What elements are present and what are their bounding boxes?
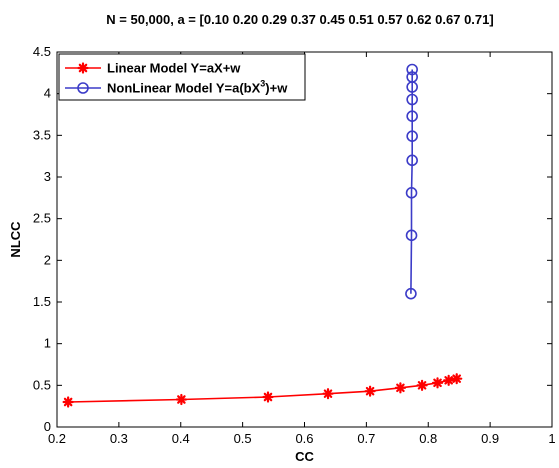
x-tick-label: 0.4 bbox=[172, 431, 190, 446]
asterisk-marker bbox=[322, 388, 334, 400]
circle-marker bbox=[405, 229, 418, 242]
legend-marker-asterisk bbox=[77, 62, 89, 74]
circle-marker bbox=[406, 63, 418, 76]
x-tick-label: 0.8 bbox=[419, 431, 437, 446]
asterisk-marker bbox=[394, 382, 407, 394]
series-nonlinear bbox=[405, 63, 418, 300]
asterisk-stroke bbox=[78, 63, 88, 73]
legend-label-nonlinear: NonLinear Model Y=a(bX3)+w bbox=[107, 79, 288, 96]
y-tick-label: 3.5 bbox=[33, 127, 51, 142]
circle-marker bbox=[406, 71, 418, 83]
asterisk-marker bbox=[62, 396, 74, 408]
asterisk-marker bbox=[416, 379, 428, 391]
legend-marker-circle bbox=[77, 82, 89, 94]
series-linear bbox=[62, 373, 463, 408]
x-tick-label: 0.9 bbox=[481, 431, 499, 446]
asterisk-stroke bbox=[177, 395, 186, 404]
legend-box bbox=[58, 53, 306, 101]
asterisk-stroke bbox=[263, 392, 273, 402]
circle-marker bbox=[77, 82, 89, 94]
legend-label-nonlinear-superscript: 3 bbox=[260, 79, 265, 89]
y-tick-label: 1.5 bbox=[33, 294, 51, 309]
circle-marker bbox=[406, 93, 418, 106]
x-tick-label: 0.7 bbox=[357, 431, 375, 446]
x-tick-label: 0.5 bbox=[234, 431, 252, 446]
y-tick-label: 2 bbox=[44, 252, 51, 267]
asterisk-stroke bbox=[452, 374, 461, 383]
circle-marker bbox=[406, 154, 418, 167]
asterisk-marker bbox=[431, 377, 444, 389]
x-tick-label: 1 bbox=[548, 431, 555, 446]
y-tick-label: 4 bbox=[44, 86, 51, 101]
legend-label-nonlinear-suffix: )+w bbox=[265, 81, 288, 96]
legend-entry-linear: Linear Model Y=aX+w bbox=[65, 61, 241, 76]
x-tick-label: 0.6 bbox=[295, 431, 313, 446]
circle-marker bbox=[405, 187, 418, 199]
y-tick-label: 3 bbox=[44, 169, 51, 184]
y-tick-label: 0 bbox=[44, 419, 51, 434]
asterisk-stroke bbox=[365, 386, 375, 396]
asterisk-stroke bbox=[444, 376, 453, 385]
x-tick-label: 0.3 bbox=[110, 431, 128, 446]
asterisk-marker bbox=[443, 374, 455, 386]
asterisk-stroke bbox=[323, 389, 333, 398]
asterisk-marker bbox=[77, 62, 89, 74]
circle-marker bbox=[406, 110, 418, 122]
series-layer bbox=[62, 63, 463, 408]
plot-area bbox=[56, 51, 553, 428]
chart-title: N = 50,000, a = [0.10 0.20 0.29 0.37 0.4… bbox=[106, 12, 493, 27]
y-tick-label: 2.5 bbox=[33, 211, 51, 226]
series-line bbox=[68, 377, 457, 403]
asterisk-marker bbox=[175, 393, 187, 406]
y-axis-ticks: 0 0.5 1 1.5 2 2.5 3 3.5 4 4.5 bbox=[33, 44, 552, 434]
asterisk-marker bbox=[364, 385, 376, 397]
asterisk-marker bbox=[262, 391, 274, 403]
y-tick-label: 4.5 bbox=[33, 44, 51, 59]
circle-marker bbox=[405, 287, 417, 300]
y-tick-label: 0.5 bbox=[33, 377, 51, 392]
asterisk-stroke bbox=[63, 397, 73, 407]
y-tick-label: 1 bbox=[44, 336, 51, 351]
x-axis-label: CC bbox=[295, 449, 314, 464]
y-axis-label: NLCC bbox=[8, 221, 23, 258]
asterisk-stroke bbox=[417, 381, 427, 390]
asterisk-marker bbox=[451, 373, 463, 385]
asterisk-stroke bbox=[433, 378, 442, 388]
x-tick-label: 0.2 bbox=[48, 431, 66, 446]
asterisk-stroke bbox=[396, 383, 405, 393]
legend-entry-nonlinear: NonLinear Model Y=a(bX3)+w bbox=[65, 79, 288, 96]
legend-label-linear: Linear Model Y=aX+w bbox=[107, 61, 241, 76]
circle-marker bbox=[406, 130, 418, 142]
legend: Linear Model Y=aX+w NonLinear Model Y=a(… bbox=[58, 53, 306, 101]
legend-label-nonlinear-prefix: NonLinear Model Y=a(bX bbox=[107, 81, 261, 96]
